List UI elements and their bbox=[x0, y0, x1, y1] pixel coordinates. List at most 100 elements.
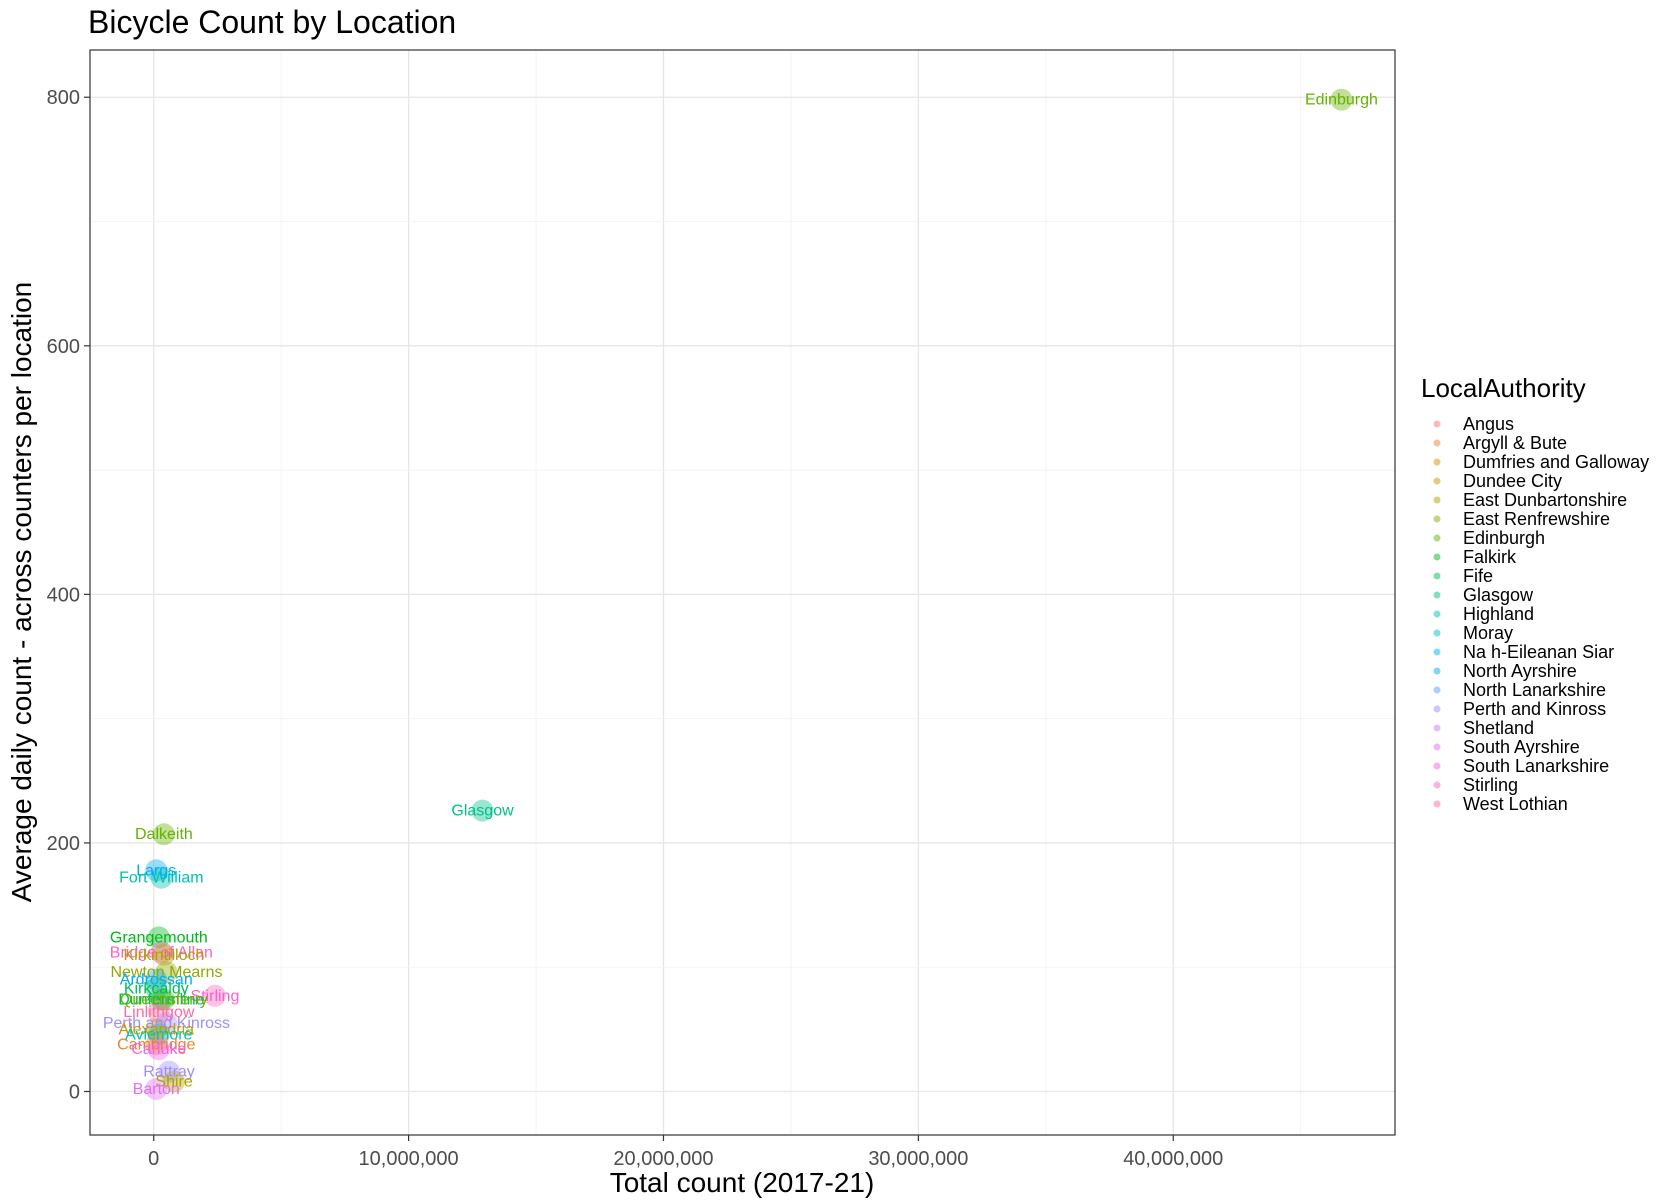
point-label: Dalkeith bbox=[135, 826, 193, 843]
data-point bbox=[150, 941, 173, 964]
legend-key bbox=[1433, 667, 1441, 675]
point-label: Alexandria bbox=[118, 1021, 194, 1038]
data-point bbox=[471, 799, 494, 822]
legend-label: South Lanarkshire bbox=[1463, 756, 1609, 776]
legend-label: Dundee City bbox=[1463, 471, 1562, 491]
legend-label: South Ayrshire bbox=[1463, 737, 1580, 757]
point-label: Grangemouth bbox=[110, 929, 208, 946]
point-label: Aviemore bbox=[125, 1026, 192, 1043]
legend-label: Glasgow bbox=[1463, 585, 1534, 605]
point-label: Kirkcaldy bbox=[124, 980, 189, 997]
x-tick-label: 30,000,000 bbox=[868, 1148, 968, 1170]
data-point bbox=[145, 859, 168, 882]
legend-key bbox=[1433, 610, 1441, 618]
point-label: Ardrossan bbox=[120, 972, 193, 989]
legend-title: LocalAuthority bbox=[1421, 373, 1586, 403]
x-axis-title: Total count (2017-21) bbox=[610, 1167, 875, 1198]
legend-label: Stirling bbox=[1463, 775, 1518, 795]
legend-key bbox=[1433, 515, 1441, 523]
data-point bbox=[145, 1078, 168, 1101]
legend-label: Perth and Kinross bbox=[1463, 699, 1606, 719]
legend-label: North Lanarkshire bbox=[1463, 680, 1606, 700]
legend-key bbox=[1433, 629, 1441, 637]
legend-label: Moray bbox=[1463, 623, 1513, 643]
legend-key bbox=[1433, 781, 1441, 789]
legend-key bbox=[1433, 439, 1441, 447]
y-tick-label: 400 bbox=[47, 584, 80, 606]
legend-key bbox=[1433, 496, 1441, 504]
y-tick-label: 0 bbox=[69, 1082, 80, 1104]
data-point bbox=[152, 943, 175, 966]
data-point bbox=[145, 977, 168, 1000]
point-label: Rattray bbox=[143, 1064, 195, 1081]
data-point bbox=[1330, 88, 1353, 111]
point-label: Dunfermline bbox=[118, 992, 204, 1009]
data-point bbox=[203, 984, 226, 1007]
point-label: Fort William bbox=[119, 870, 203, 887]
data-point bbox=[155, 961, 178, 984]
legend-key bbox=[1433, 591, 1441, 599]
legend-key bbox=[1433, 534, 1441, 542]
chart-title: Bicycle Count by Location bbox=[88, 4, 456, 40]
x-tick-label: 10,000,000 bbox=[359, 1148, 459, 1170]
legend-label: Argyll & Bute bbox=[1463, 433, 1567, 453]
point-label: Newton Mearns bbox=[110, 964, 222, 981]
data-point bbox=[150, 866, 173, 889]
point-label: Bridge of Allan bbox=[110, 944, 213, 961]
point-label: Shire bbox=[155, 1074, 192, 1091]
legend-label: East Dunbartonshire bbox=[1463, 490, 1627, 510]
data-point bbox=[152, 823, 175, 846]
data-point bbox=[163, 1070, 186, 1093]
legend-label: Angus bbox=[1463, 414, 1514, 434]
point-label: Cambridge bbox=[117, 1036, 195, 1053]
point-label: Stirling bbox=[190, 988, 239, 1005]
legend-key bbox=[1433, 705, 1441, 713]
point-label: Kirkintilloch bbox=[123, 947, 204, 964]
data-point bbox=[145, 1033, 168, 1056]
x-axis-ticks: 0 10,000,000 20,000,000 30,000,000 40,000,00… bbox=[148, 1135, 1223, 1170]
legend-label: Fife bbox=[1463, 566, 1493, 586]
plot-border bbox=[89, 49, 1396, 1136]
data-point bbox=[145, 1018, 168, 1041]
data-point bbox=[147, 1023, 170, 1046]
point-label: Linlithgow bbox=[123, 1004, 195, 1021]
legend-label: Falkirk bbox=[1463, 547, 1517, 567]
plot-panel bbox=[90, 50, 1395, 1135]
grid-lines bbox=[90, 50, 1395, 1135]
legend-key bbox=[1433, 420, 1441, 428]
legend-label: North Ayrshire bbox=[1463, 661, 1577, 681]
data-point bbox=[155, 1012, 178, 1035]
data-point bbox=[158, 1060, 181, 1083]
data-point bbox=[147, 1038, 170, 1061]
legend-key bbox=[1433, 724, 1441, 732]
x-tick-label: 20,000,000 bbox=[613, 1148, 713, 1170]
legend-label: Shetland bbox=[1463, 718, 1534, 738]
point-label: Carluke bbox=[131, 1041, 186, 1058]
point-label: Queensferry bbox=[120, 992, 208, 1009]
y-axis-title: Average daily count - across counters pe… bbox=[6, 282, 37, 902]
legend-label: Edinburgh bbox=[1463, 528, 1545, 548]
legend-key bbox=[1433, 800, 1441, 808]
legend-label: West Lothian bbox=[1463, 794, 1568, 814]
point-label: Edinburgh bbox=[1305, 92, 1378, 109]
legend-key bbox=[1433, 553, 1441, 561]
legend-key bbox=[1433, 686, 1441, 694]
data-point bbox=[152, 988, 175, 1011]
legend-label: Highland bbox=[1463, 604, 1534, 624]
y-tick-label: 200 bbox=[47, 833, 80, 855]
legend-key bbox=[1433, 572, 1441, 580]
data-point bbox=[150, 988, 173, 1011]
legend-key bbox=[1433, 762, 1441, 770]
point-label: Barton bbox=[133, 1081, 180, 1098]
data-point bbox=[147, 1000, 170, 1023]
point-label: Glasgow bbox=[451, 803, 514, 820]
y-axis-ticks: 0 200 400 600 800 bbox=[47, 87, 90, 1104]
point-label: Largs bbox=[136, 862, 176, 879]
y-tick-label: 800 bbox=[47, 87, 80, 109]
y-tick-label: 600 bbox=[47, 336, 80, 358]
data-point bbox=[145, 968, 168, 991]
point-label: Perth and Kinross bbox=[103, 1015, 230, 1032]
legend-key bbox=[1433, 648, 1441, 656]
